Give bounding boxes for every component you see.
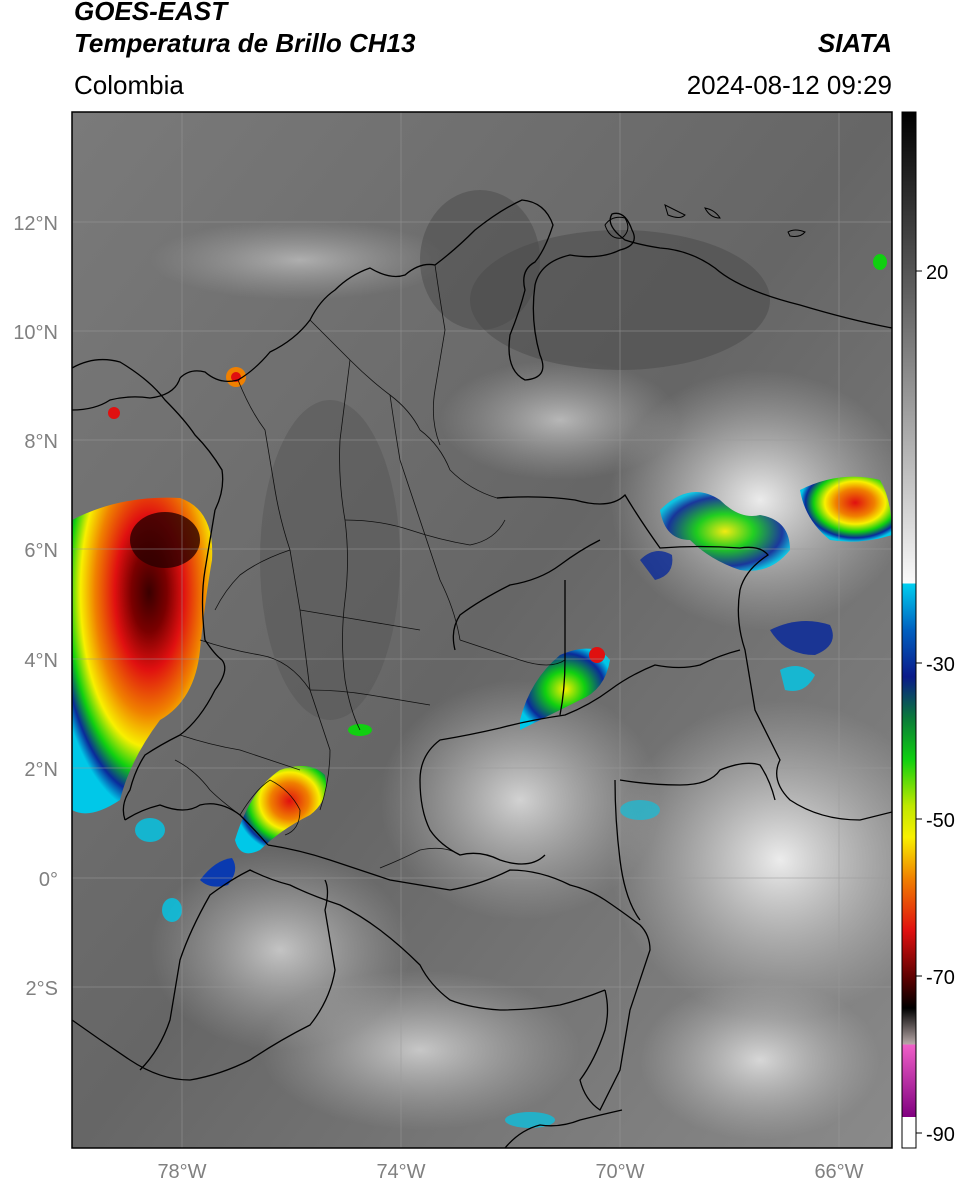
department-borders [174,264,566,869]
storm-cell-vichada [520,648,610,730]
product-title: Temperatura de Brillo CH13 [74,28,416,58]
colorbar-tick-label: -30 [926,654,955,676]
lat-tick-label: 0° [39,869,58,891]
lat-tick-label: 6°N [24,540,58,562]
lat-tick-label: 12°N [13,213,58,235]
source-label: SIATA [817,28,892,58]
satellite-title: GOES-EAST [74,0,228,26]
region-label: Colombia [74,70,184,100]
lat-tick-labels: 12°N 10°N 8°N 6°N 4°N 2°N 0° 2°S [13,213,58,1000]
lon-tick-label: 74°W [376,1161,425,1183]
lat-tick-label: 8°N [24,431,58,453]
storm-cell-venezuela [800,476,892,542]
lat-tick-label: 4°N [24,650,58,672]
storm-cell-putumayo [235,766,326,854]
satellite-imagery [72,112,892,1148]
colorbar-tick-label: -50 [926,810,955,832]
lat-tick-label: 2°N [24,759,58,781]
datetime-label: 2024-08-12 09:29 [686,70,892,100]
colorbar-tick-label: -70 [926,967,955,989]
lat-tick-label: 2°S [26,978,58,1000]
lon-tick-labels: 78°W 74°W 70°W 66°W [157,1161,863,1183]
colorbar-tick-label: 20 [926,262,948,284]
colorbar-tick-label: -90 [926,1124,955,1146]
storm-cell-pacific [72,497,213,814]
lon-tick-label: 70°W [595,1161,644,1183]
lat-tick-label: 10°N [13,322,58,344]
lon-tick-label: 78°W [157,1161,206,1183]
islands [604,204,806,239]
colorbar-scale [901,111,917,1149]
map-frame [71,111,893,1149]
colorbar: 20 -30 -50 -70 -90 [901,111,955,1149]
lon-tick-label: 66°W [814,1161,863,1183]
country-borders [72,199,892,1148]
